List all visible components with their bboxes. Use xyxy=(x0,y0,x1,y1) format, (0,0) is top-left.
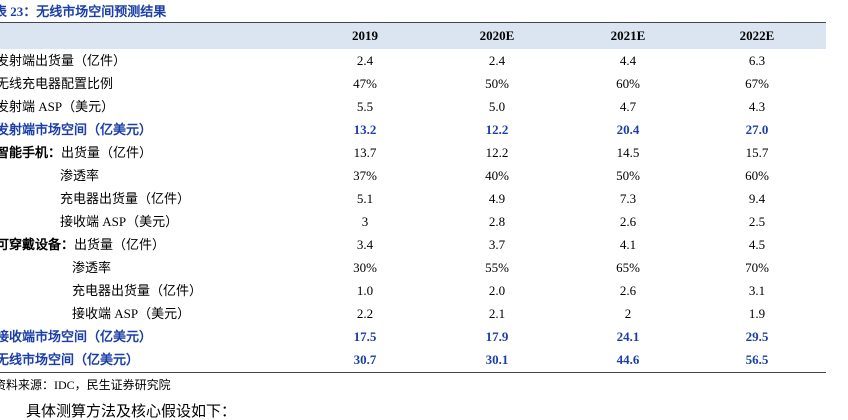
cell: 1.0 xyxy=(356,283,374,298)
cell: 20.4 xyxy=(616,122,640,137)
cell: 30.1 xyxy=(485,352,509,367)
row-label: 无线市场空间（亿美元） xyxy=(0,352,140,367)
cell: 60% xyxy=(745,168,769,183)
cell: 27.0 xyxy=(745,122,769,137)
cell: 65% xyxy=(616,260,640,275)
row-label: 接收端 ASP（美元） xyxy=(60,214,179,229)
row-group: 智能手机： xyxy=(0,145,62,160)
cell: 2.6 xyxy=(619,214,637,229)
cell: 5.1 xyxy=(356,191,374,206)
cell: 3 xyxy=(361,214,369,229)
top-rule xyxy=(0,22,826,23)
row-label: 渗透率 xyxy=(72,260,112,275)
table-title: 表 23：无线市场空间预测结果 xyxy=(0,4,167,19)
cell: 1.9 xyxy=(748,306,766,321)
cell: 50% xyxy=(616,168,640,183)
cell: 4.3 xyxy=(748,99,766,114)
cell: 2 xyxy=(624,306,632,321)
footer-text: 具体测算方法及核心假设如下： xyxy=(26,404,237,420)
cell: 2.4 xyxy=(356,53,374,68)
cell: 2.2 xyxy=(356,306,374,321)
cell: 17.5 xyxy=(353,329,377,344)
cell: 4.9 xyxy=(488,191,506,206)
cell: 29.5 xyxy=(745,329,769,344)
cell: 50% xyxy=(485,76,509,91)
cell: 56.5 xyxy=(745,352,769,367)
cell: 13.7 xyxy=(353,145,377,160)
row-label: 发射端 ASP（美元） xyxy=(0,99,115,114)
source: 资料来源：IDC，民生证券研究院 xyxy=(0,378,171,392)
cell: 15.7 xyxy=(745,145,769,160)
cell: 2.6 xyxy=(619,283,637,298)
cell: 4.5 xyxy=(748,237,766,252)
cell: 12.2 xyxy=(485,145,509,160)
cell: 30.7 xyxy=(353,352,377,367)
cell: 3.7 xyxy=(488,237,506,252)
cell: 2.1 xyxy=(488,306,506,321)
column-header: 2022E xyxy=(739,28,775,43)
column-header: 2021E xyxy=(610,28,646,43)
cell: 60% xyxy=(616,76,640,91)
column-header: 2020E xyxy=(479,28,515,43)
row-label: 出货量（亿件） xyxy=(74,237,166,252)
cell: 47% xyxy=(353,76,377,91)
column-header: 2019 xyxy=(352,28,378,43)
cell: 5.0 xyxy=(488,99,506,114)
cell: 9.4 xyxy=(748,191,766,206)
bottom-rule xyxy=(0,372,826,373)
cell: 2.5 xyxy=(748,214,766,229)
cell: 5.5 xyxy=(356,99,374,114)
cell: 4.7 xyxy=(619,99,637,114)
cell: 6.3 xyxy=(748,53,766,68)
cell: 55% xyxy=(485,260,509,275)
row-label: 出货量（亿件） xyxy=(61,145,153,160)
cell: 2.8 xyxy=(488,214,506,229)
row-group: 可穿戴设备： xyxy=(0,237,75,252)
cell: 3.1 xyxy=(748,283,766,298)
row-label: 发射端出货量（亿件） xyxy=(0,53,127,68)
cell: 2.4 xyxy=(488,53,506,68)
row-label: 充电器出货量（亿件） xyxy=(60,191,191,206)
row-label: 接收端市场空间（亿美元） xyxy=(0,329,153,344)
cell: 67% xyxy=(745,76,769,91)
cell: 70% xyxy=(745,260,769,275)
row-label: 接收端 ASP（美元） xyxy=(72,306,191,321)
cell: 24.1 xyxy=(616,329,640,344)
row-label: 充电器出货量（亿件） xyxy=(72,283,203,298)
header-band xyxy=(0,23,826,49)
row-label: 无线充电器配置比例 xyxy=(0,76,114,91)
cell: 30% xyxy=(353,260,377,275)
cell: 12.2 xyxy=(485,122,509,137)
cell: 2.0 xyxy=(488,283,506,298)
cell: 44.6 xyxy=(616,352,640,367)
cell: 40% xyxy=(485,168,509,183)
row-label: 发射端市场空间（亿美元） xyxy=(0,122,153,137)
cell: 37% xyxy=(353,168,377,183)
cell: 7.3 xyxy=(619,191,637,206)
cell: 14.5 xyxy=(616,145,640,160)
row-label: 渗透率 xyxy=(60,168,100,183)
cell: 17.9 xyxy=(485,329,509,344)
cell: 3.4 xyxy=(356,237,374,252)
cell: 4.1 xyxy=(619,237,637,252)
cell: 4.4 xyxy=(619,53,637,68)
cell: 13.2 xyxy=(353,122,377,137)
